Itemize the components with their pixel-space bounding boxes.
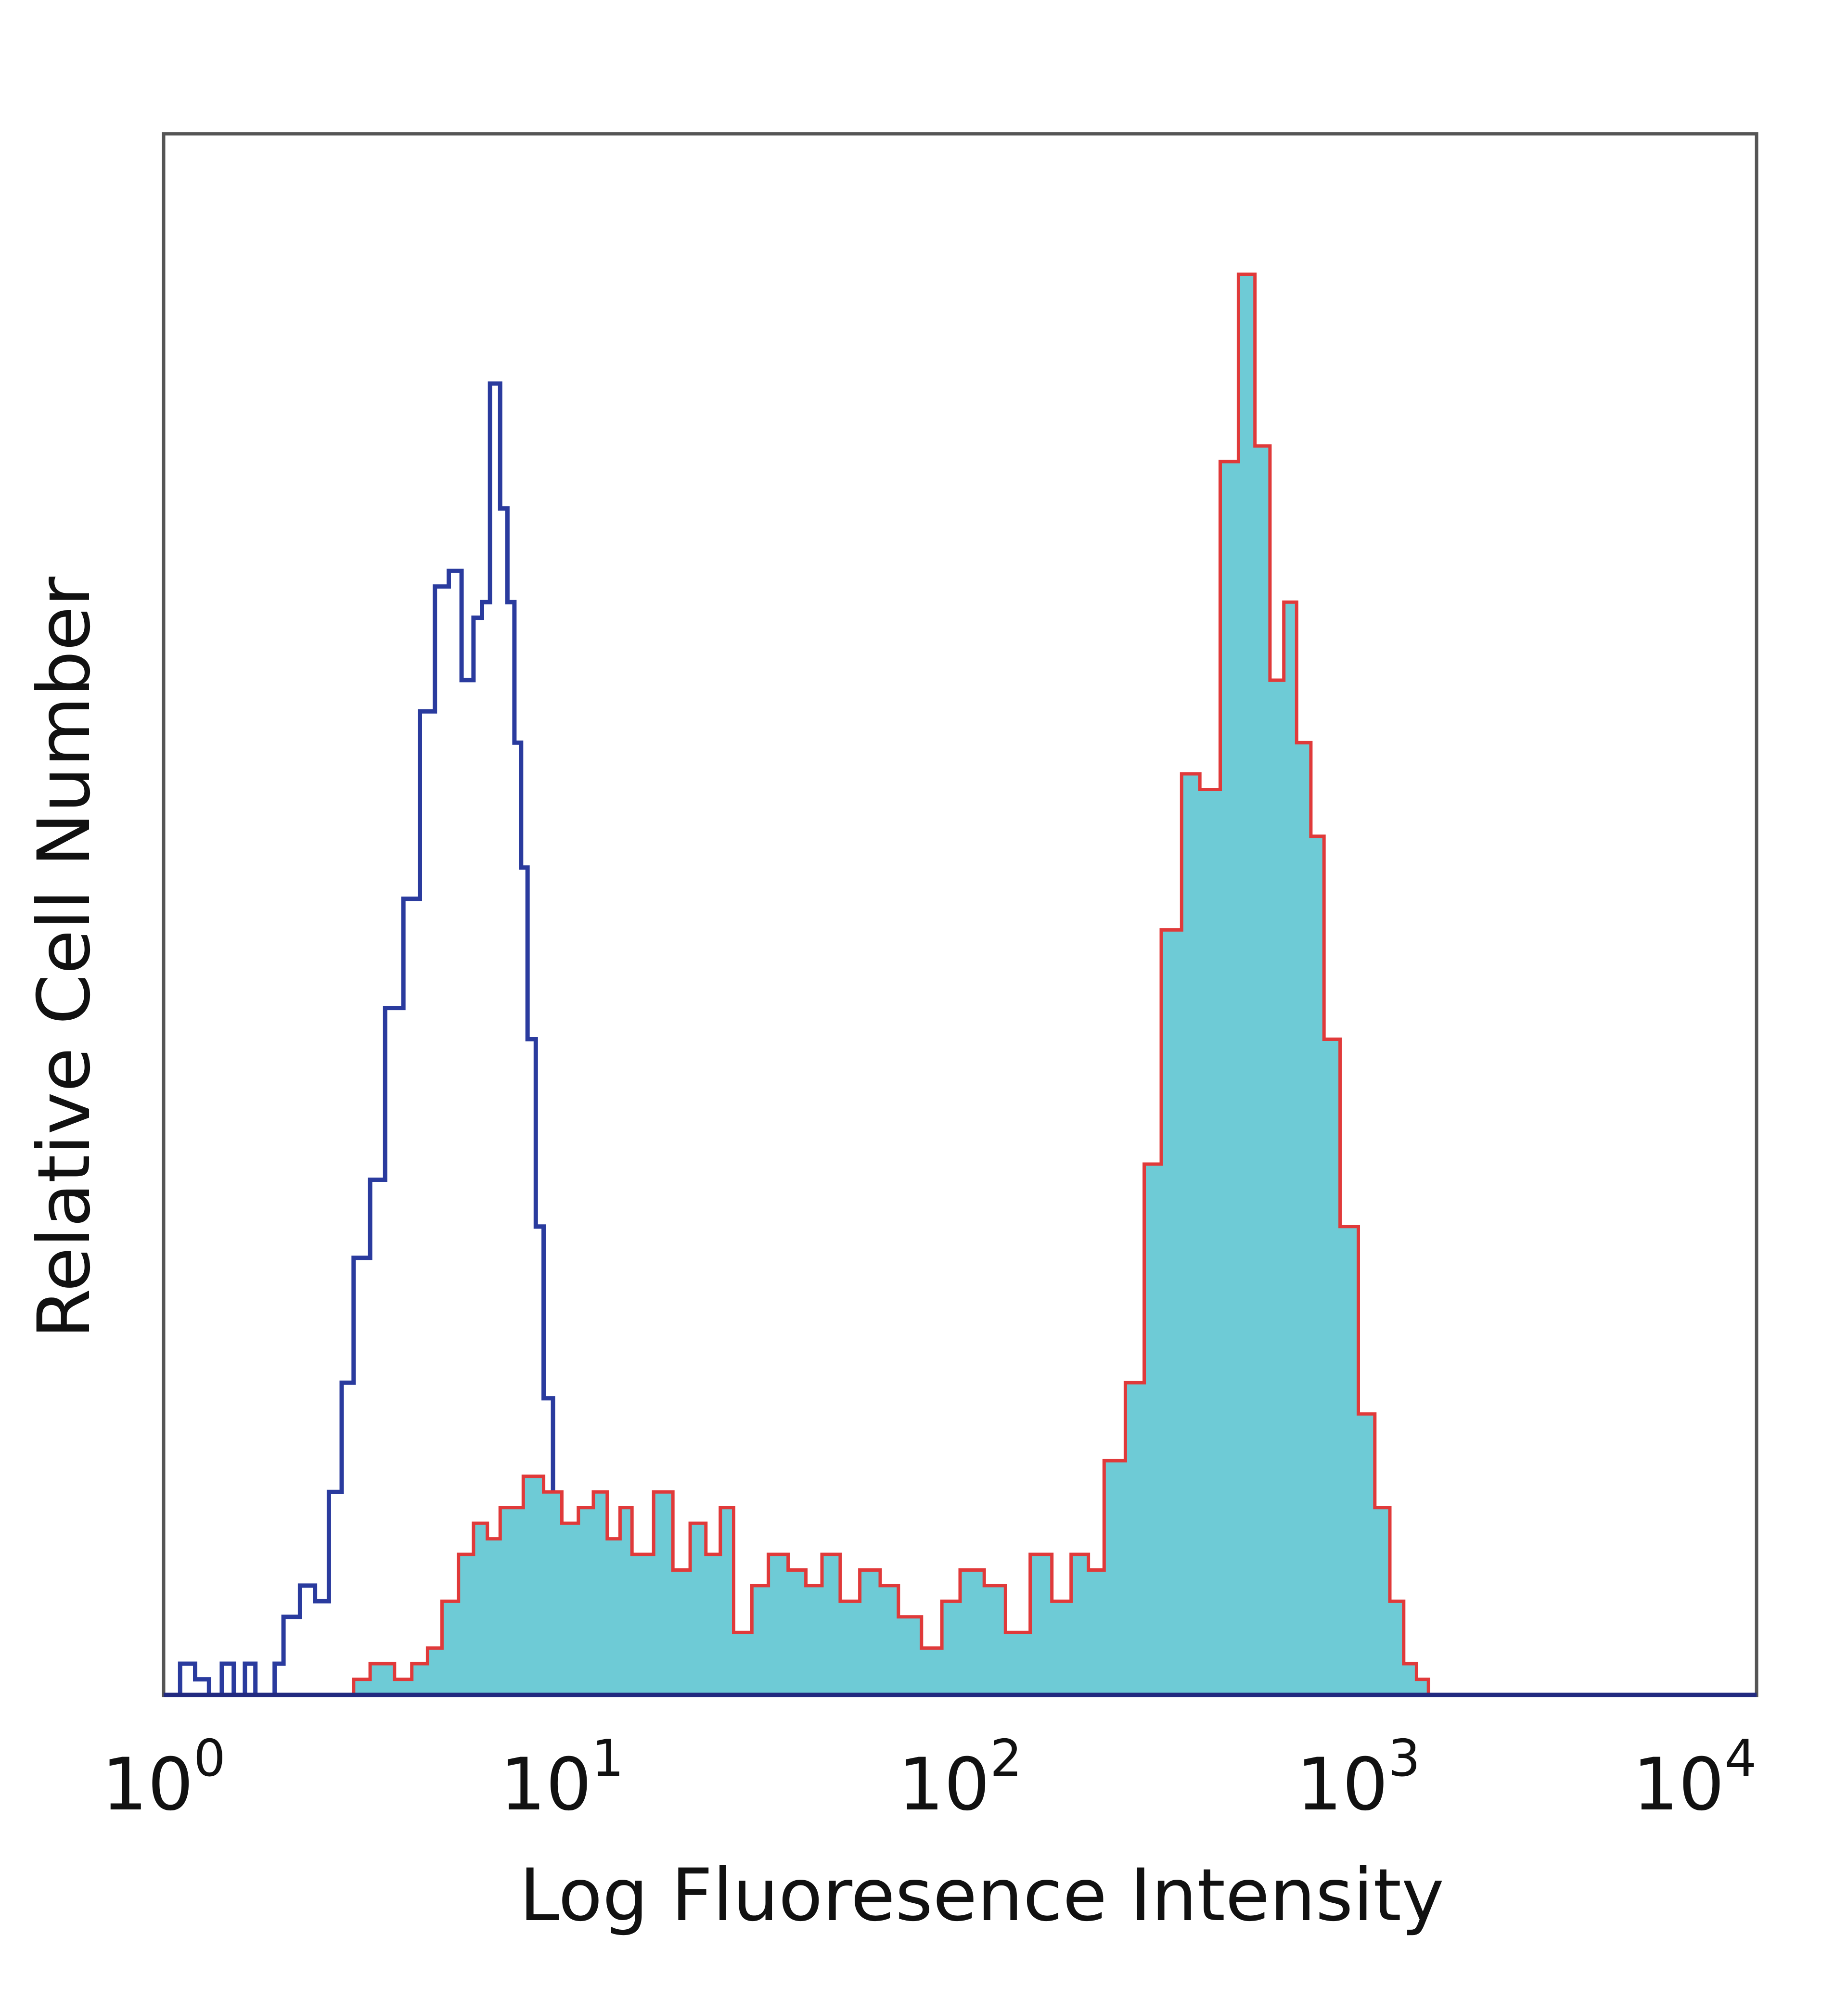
x-tick-label: 101 [500, 1729, 624, 1827]
tick-exponent: 1 [592, 1729, 624, 1788]
y-axis-title: Relative Cell Number [23, 577, 106, 1339]
x-axis-title: Log Fluoresence Intensity [519, 1854, 1444, 1937]
x-tick-label: 104 [1632, 1729, 1757, 1827]
tick-exponent: 2 [990, 1729, 1022, 1788]
tick-base: 10 [500, 1743, 592, 1827]
plot-area [164, 272, 1757, 1697]
series-1-outline [164, 272, 1757, 1697]
x-tick-labels: 100 101 102 103 104 [102, 1729, 1757, 1827]
x-tick-label: 103 [1296, 1729, 1421, 1827]
x-tick-label: 100 [102, 1729, 226, 1827]
tick-exponent: 0 [193, 1729, 226, 1788]
tick-exponent: 4 [1724, 1729, 1757, 1788]
tick-exponent: 3 [1388, 1729, 1421, 1788]
tick-base: 10 [898, 1743, 990, 1827]
tick-base: 10 [102, 1743, 193, 1827]
series-1 [164, 272, 1757, 1697]
tick-base: 10 [1632, 1743, 1724, 1827]
x-tick-label: 102 [898, 1729, 1022, 1827]
tick-base: 10 [1296, 1743, 1388, 1827]
